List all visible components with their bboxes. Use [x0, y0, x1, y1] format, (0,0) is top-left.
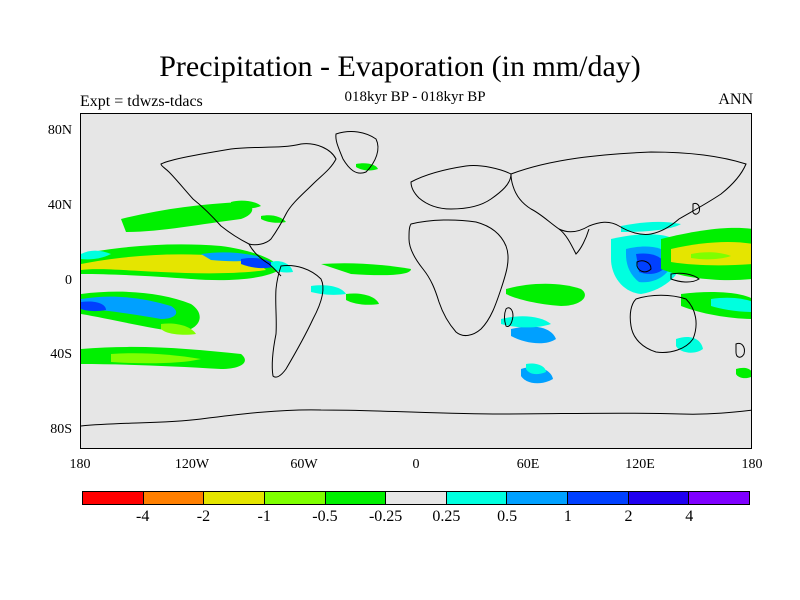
x-tick-label: 120E	[625, 457, 655, 472]
coastline-new-guinea	[670, 272, 700, 283]
coastline-south-america	[271, 265, 324, 378]
x-tick-label: 120W	[174, 457, 210, 472]
coastline-new-zealand	[735, 343, 745, 358]
y-tick-label: 0	[65, 273, 72, 288]
colorbar-label: 0.25	[432, 508, 461, 525]
coastline-africa	[408, 219, 509, 337]
coastline-north-america	[160, 143, 337, 246]
field-region	[121, 202, 253, 232]
field-region	[691, 252, 731, 260]
field-region	[311, 285, 346, 295]
colorbar-label: 2	[624, 508, 633, 525]
colorbar-box	[689, 492, 750, 504]
field-region	[621, 221, 681, 232]
field-region	[161, 323, 196, 335]
coastline-antarctica	[81, 409, 751, 427]
field-region	[711, 297, 751, 312]
field-region	[321, 263, 411, 276]
coastlines	[81, 131, 751, 427]
colorbar-box	[568, 492, 629, 504]
field-region	[81, 301, 106, 312]
colorbar	[82, 491, 750, 505]
season-label: ANN	[718, 91, 753, 108]
field-region	[346, 293, 379, 305]
y-tick-label: 40S	[50, 347, 72, 362]
coastline-borneo	[636, 260, 652, 273]
field-region	[111, 353, 201, 364]
colorbar-label: -4	[136, 508, 150, 525]
coastline-greenland	[335, 131, 379, 174]
field-region	[501, 316, 551, 328]
field-region	[511, 326, 556, 344]
colorbar-label: 4	[685, 508, 694, 525]
x-tick-label: 0	[412, 457, 420, 472]
field-contours	[81, 163, 751, 384]
field-region	[241, 257, 276, 269]
coastline-india	[558, 228, 590, 255]
colorbar-box	[507, 492, 569, 504]
x-tick-label: 60E	[516, 457, 540, 472]
plot-subtitle: 018kyr BP - 018kyr BP	[344, 89, 486, 105]
experiment-label: Expt = tdwzs-tdacs	[80, 93, 203, 110]
plot-title: Precipitation - Evaporation (in mm/day)	[159, 50, 641, 83]
field-region	[81, 296, 177, 319]
coastline-australia	[629, 294, 697, 353]
colorbar-box	[204, 492, 265, 504]
colorbar-box	[386, 492, 447, 504]
field-region	[231, 200, 261, 209]
map-svg	[81, 131, 751, 427]
colorbar-box	[143, 492, 205, 504]
x-tick-label: 180	[741, 457, 763, 472]
colorbar-box	[83, 492, 144, 504]
field-region	[261, 215, 286, 223]
field-region	[526, 363, 546, 375]
colorbar-label: -2	[196, 508, 211, 525]
map-panel	[80, 113, 752, 449]
field-region	[676, 337, 703, 353]
coastline-europe	[410, 165, 512, 210]
coastline-asia	[510, 151, 747, 235]
colorbar-box	[628, 492, 690, 504]
colorbar-box	[446, 492, 508, 504]
field-region	[81, 250, 111, 260]
x-tick-label: 60W	[290, 457, 318, 472]
coastline-japan	[692, 203, 700, 215]
y-tick-label: 80N	[47, 123, 72, 138]
coastline-madagascar	[504, 307, 514, 327]
colorbar-label: 1	[563, 508, 572, 525]
colorbar-label: -1	[257, 508, 271, 525]
y-tick-label: 40N	[47, 198, 72, 213]
field-region	[636, 253, 666, 274]
field-region	[356, 163, 378, 171]
field-region	[736, 367, 751, 379]
y-tick-label: 80S	[50, 422, 72, 437]
colorbar-box	[264, 492, 326, 504]
x-tick-label: 180	[69, 457, 91, 472]
colorbar-label: 0.5	[497, 508, 518, 525]
field-region	[506, 283, 585, 306]
colorbar-label: -0.25	[368, 508, 403, 525]
field-region	[271, 261, 293, 273]
colorbar-box	[325, 492, 387, 504]
colorbar-label: -0.5	[312, 508, 338, 525]
